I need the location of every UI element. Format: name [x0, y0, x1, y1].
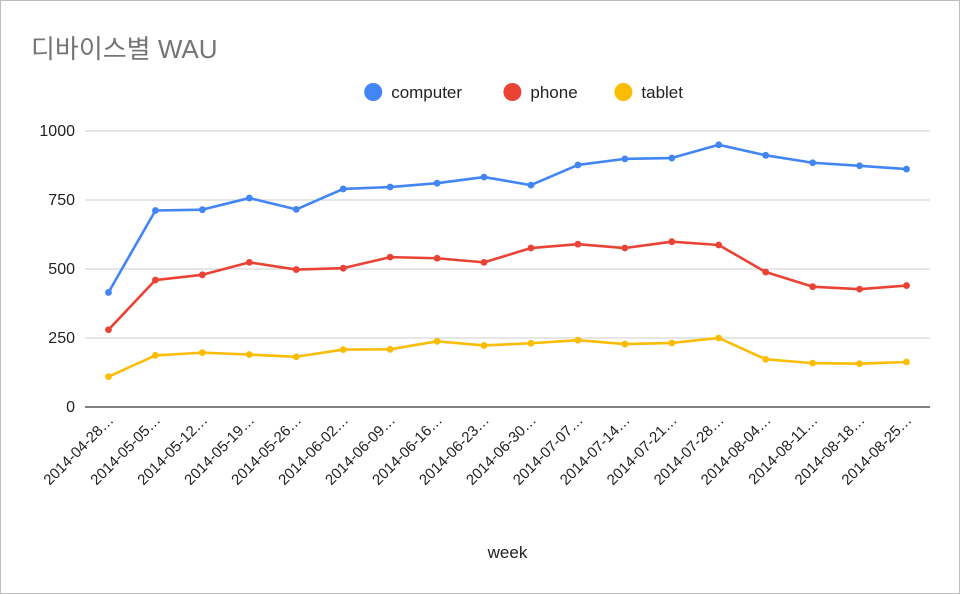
data-point-computer: [433, 179, 441, 187]
legend-label-phone: phone: [530, 83, 577, 102]
data-point-tablet: [480, 342, 488, 349]
data-point-tablet: [198, 349, 206, 357]
data-point-tablet: [152, 351, 159, 359]
data-point-phone: [292, 266, 300, 273]
data-point-phone: [715, 241, 723, 249]
data-point-phone: [105, 326, 112, 334]
data-point-computer: [527, 181, 535, 189]
data-point-computer: [198, 206, 206, 214]
data-point-tablet: [105, 373, 112, 381]
data-point-computer: [668, 154, 676, 162]
data-point-phone: [152, 276, 159, 284]
data-point-tablet: [762, 355, 770, 363]
data-point-phone: [903, 282, 910, 289]
data-point-tablet: [527, 339, 535, 347]
legend-marker-phone: [503, 83, 522, 101]
series-line-tablet: [107, 336, 908, 378]
data-point-phone: [198, 271, 206, 279]
series-line-phone: [107, 240, 908, 332]
data-point-computer: [762, 151, 770, 159]
data-point-tablet: [715, 334, 723, 342]
data-point-tablet: [433, 337, 441, 345]
data-point-tablet: [903, 358, 910, 366]
data-point-phone: [856, 285, 863, 293]
data-point-computer: [245, 194, 253, 202]
data-point-computer: [386, 183, 394, 191]
data-point-phone: [433, 254, 441, 262]
data-point-tablet: [292, 353, 300, 361]
data-point-phone: [527, 244, 535, 252]
data-point-phone: [339, 264, 347, 272]
data-point-tablet: [574, 336, 582, 344]
data-point-computer: [621, 155, 629, 163]
data-point-tablet: [668, 339, 676, 347]
data-point-tablet: [621, 340, 629, 348]
data-point-phone: [574, 240, 582, 248]
data-point-phone: [480, 258, 488, 266]
data-point-phone: [621, 244, 629, 252]
series-line-computer: [107, 143, 908, 294]
data-point-computer: [856, 162, 863, 170]
data-point-tablet: [386, 345, 394, 353]
data-point-tablet: [856, 360, 863, 368]
x-axis-title: week: [487, 543, 528, 562]
legend-label-computer: computer: [391, 83, 462, 102]
y-tick-label: 1000: [39, 123, 75, 140]
data-point-computer: [292, 205, 300, 213]
y-tick-label: 750: [48, 192, 75, 209]
data-point-computer: [480, 173, 488, 181]
data-point-phone: [809, 283, 817, 291]
data-point-computer: [152, 207, 159, 214]
y-tick-label: 500: [48, 261, 75, 278]
data-point-phone: [245, 258, 253, 266]
legend-marker-tablet: [614, 83, 633, 101]
data-point-computer: [809, 159, 817, 167]
legend-label-tablet: tablet: [641, 83, 683, 102]
data-point-tablet: [339, 346, 347, 353]
data-point-computer: [574, 161, 582, 169]
data-point-phone: [668, 238, 676, 246]
data-point-tablet: [245, 351, 253, 358]
data-point-computer: [339, 185, 347, 193]
legend-marker-computer: [364, 83, 383, 101]
data-point-computer: [105, 289, 112, 296]
chart-title: 디바이스별 WAU: [31, 34, 218, 64]
data-point-computer: [715, 141, 723, 149]
y-tick-label: 0: [66, 399, 75, 416]
data-point-computer: [903, 165, 910, 173]
data-point-tablet: [809, 359, 817, 367]
data-point-phone: [386, 253, 394, 261]
data-point-phone: [762, 268, 770, 276]
y-tick-label: 250: [48, 330, 75, 347]
